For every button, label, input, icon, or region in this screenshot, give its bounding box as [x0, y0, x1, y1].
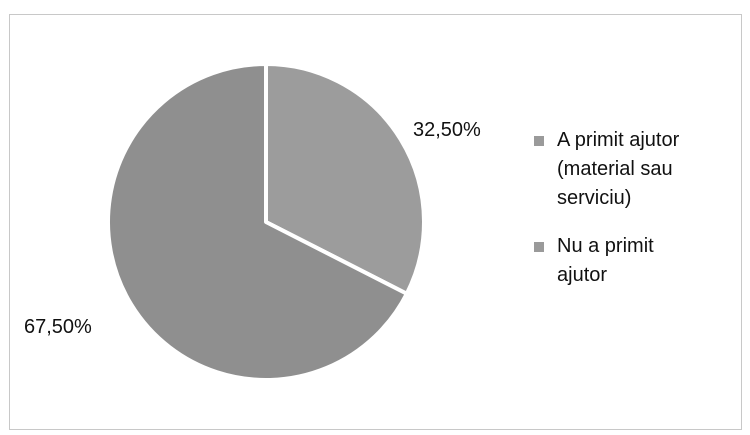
- legend: A primit ajutor (material sau serviciu) …: [534, 129, 680, 286]
- data-label-slice-1: 32,50%: [413, 119, 481, 141]
- legend-label-1-line-3: serviciu): [557, 187, 631, 209]
- legend-marker-slice-2: [534, 242, 544, 252]
- legend-marker-slice-1: [534, 136, 544, 146]
- pie-slice-1: [264, 62, 426, 296]
- data-label-slice-2: 67,50%: [24, 316, 92, 338]
- legend-label-2-line-2: ajutor: [557, 264, 607, 286]
- pie-slice-2: [106, 62, 409, 382]
- legend-label-2-line-1: Nu a primit: [557, 235, 654, 257]
- legend-label-1-line-1: A primit ajutor: [557, 129, 680, 151]
- legend-label-1-line-2: (material sau: [557, 158, 673, 180]
- pie-slices: [106, 62, 426, 382]
